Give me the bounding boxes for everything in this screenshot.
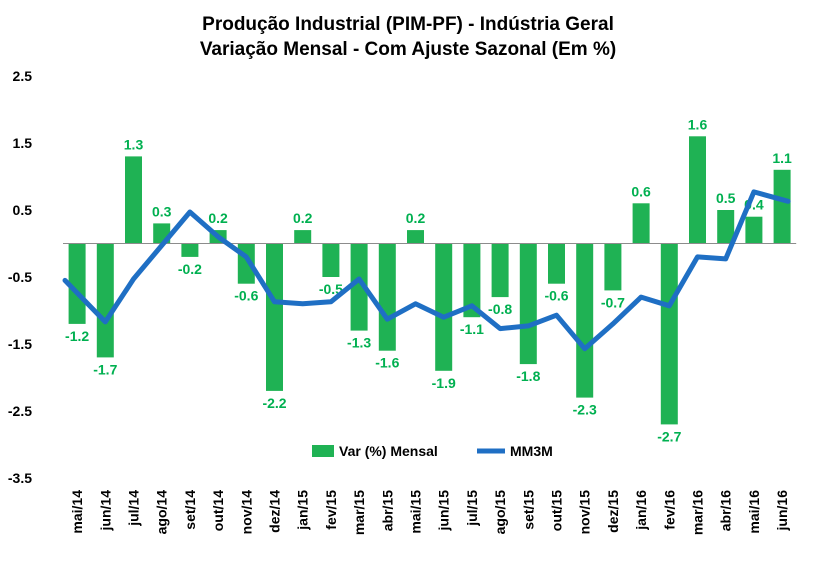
x-tick-label: jan/16 [633, 490, 649, 531]
legend-label-line: MM3M [510, 443, 553, 459]
data-label: 0.5 [716, 190, 736, 206]
data-label: -1.2 [65, 328, 89, 344]
bar [350, 243, 368, 331]
legend: Var (%) Mensal MM3M [312, 443, 553, 459]
x-tick-label: mar/16 [690, 490, 706, 535]
y-tick-label: 0.5 [13, 202, 33, 218]
bar [125, 156, 142, 244]
data-label: -0.5 [319, 281, 343, 297]
x-tick-label: jul/14 [126, 490, 142, 527]
bar [266, 243, 283, 391]
x-tick-label: jun/15 [436, 490, 452, 532]
x-tick-label: out/15 [549, 490, 565, 531]
data-label: 0.2 [293, 210, 313, 226]
x-tick-label: set/14 [182, 490, 198, 530]
x-tick-label: dez/14 [267, 490, 283, 533]
data-label: 1.1 [772, 150, 792, 166]
data-label: -1.6 [375, 355, 399, 371]
y-tick-label: -1.5 [8, 336, 32, 352]
x-tick-label: ago/15 [492, 490, 508, 535]
bar [689, 136, 706, 244]
x-tick-label: nov/14 [238, 490, 254, 535]
legend-swatch-bar [312, 445, 334, 457]
x-axis: mai/14 jun/14 jul/14 ago/14 set/14 out/14 nov/… [69, 490, 790, 535]
bar [717, 210, 735, 244]
data-label: -0.2 [178, 261, 202, 277]
data-label: -0.6 [234, 288, 258, 304]
data-label: -2.3 [573, 402, 597, 418]
data-label: -2.7 [657, 428, 681, 444]
x-tick-label: mai/14 [69, 490, 85, 534]
bar [491, 243, 509, 298]
data-label: 1.3 [124, 136, 144, 152]
data-label: -1.3 [347, 335, 371, 351]
data-label: -0.7 [601, 294, 625, 310]
bar [96, 243, 114, 358]
data-label: -1.1 [460, 321, 484, 337]
bar [435, 243, 453, 371]
y-tick-label: 1.5 [13, 135, 33, 151]
data-label: 0.6 [631, 183, 651, 199]
y-tick-label: -0.5 [8, 269, 32, 285]
bar [68, 243, 86, 324]
x-tick-label: jul/15 [464, 490, 480, 527]
bar [181, 243, 199, 257]
y-tick-label: -2.5 [8, 403, 32, 419]
bar [378, 243, 396, 351]
y-tick-label: 2.5 [13, 68, 33, 84]
bar [576, 243, 594, 398]
bar [745, 216, 763, 244]
x-tick-label: fev/16 [661, 490, 677, 530]
bar-series [68, 136, 791, 425]
x-tick-label: mai/15 [408, 490, 424, 534]
chart-title-line2: Variação Mensal - Com Ajuste Sazonal (Em… [200, 39, 616, 60]
x-tick-label: dez/15 [605, 490, 621, 533]
bar [660, 243, 678, 425]
data-label: 0.2 [208, 210, 228, 226]
x-tick-label: out/14 [210, 490, 226, 531]
y-axis: 2.5 1.5 0.5 -0.5 -1.5 -2.5 -3.5 [8, 68, 32, 486]
y-tick-label: -3.5 [8, 470, 32, 486]
data-label: -1.9 [432, 375, 456, 391]
chart-title-line1: Produção Industrial (PIM-PF) - Indústria… [202, 14, 614, 35]
data-label: -1.8 [516, 368, 540, 384]
bar [407, 230, 424, 244]
bar [604, 243, 622, 291]
data-label: 1.6 [688, 116, 708, 132]
legend-label-bar: Var (%) Mensal [339, 443, 438, 459]
data-label: -0.8 [488, 301, 512, 317]
x-tick-label: ago/14 [154, 490, 170, 535]
bar [519, 243, 537, 365]
data-labels: -1.2 -1.7 1.3 0.3 -0.2 0.2 -0.6 -2.2 0.2 -0.5 -1.3… [65, 116, 792, 444]
x-tick-label: fev/15 [323, 490, 339, 530]
data-label: -0.6 [544, 288, 568, 304]
bar [632, 203, 650, 244]
data-label: -2.2 [262, 395, 286, 411]
bar [463, 243, 481, 318]
x-tick-label: mar/15 [351, 490, 367, 535]
x-tick-label: mai/16 [746, 490, 762, 534]
x-tick-label: set/15 [520, 490, 536, 530]
data-label: -1.7 [93, 361, 117, 377]
bar [548, 243, 565, 284]
line-series [62, 189, 791, 352]
x-tick-label: abr/15 [379, 490, 395, 531]
x-tick-label: abr/16 [718, 490, 734, 531]
bar [773, 169, 791, 244]
bar [322, 243, 340, 277]
mm3m-line [62, 189, 791, 352]
bar [294, 230, 312, 244]
x-tick-label: nov/15 [577, 490, 593, 535]
data-label: 0.2 [406, 210, 426, 226]
data-label: 0.3 [152, 203, 172, 219]
x-tick-label: jan/15 [295, 490, 311, 531]
x-tick-label: jun/16 [774, 490, 790, 532]
x-tick-label: jun/14 [97, 490, 113, 532]
